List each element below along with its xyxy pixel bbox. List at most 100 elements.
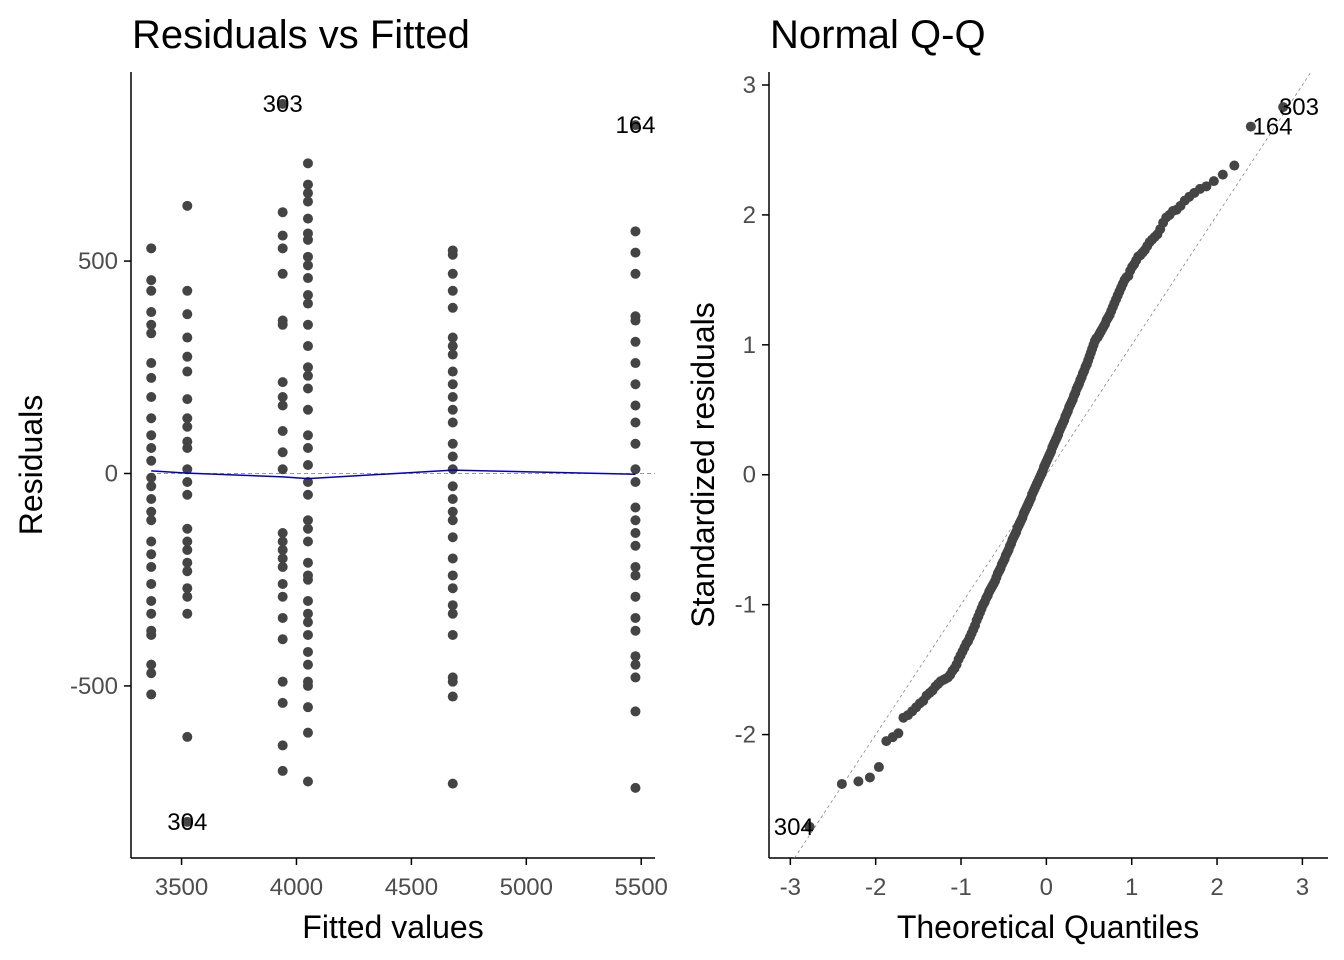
data-point <box>630 379 641 390</box>
data-point <box>182 366 193 377</box>
data-point <box>447 481 458 492</box>
data-point <box>277 426 288 437</box>
data-point <box>302 460 313 470</box>
data-point <box>182 523 193 534</box>
y-tick-label: -1 <box>735 592 756 619</box>
data-point <box>630 400 641 411</box>
data-point <box>277 447 288 458</box>
data-point <box>630 247 641 258</box>
x-tick-label: -3 <box>780 874 801 901</box>
data-point <box>277 207 288 218</box>
data-point <box>302 702 313 713</box>
qq-point <box>804 821 815 832</box>
data-point <box>302 595 313 606</box>
data-point <box>146 455 157 466</box>
data-point <box>447 302 458 313</box>
x-tick-label: 4000 <box>270 874 323 901</box>
y-tick-label: 0 <box>105 460 118 487</box>
data-point <box>146 443 157 454</box>
data-point <box>146 372 157 383</box>
data-point <box>146 595 157 606</box>
data-point <box>182 443 193 454</box>
data-point <box>277 676 288 687</box>
data-point <box>146 689 157 700</box>
data-point <box>302 158 313 169</box>
data-point <box>302 213 313 224</box>
outlier-label: 164 <box>615 112 655 139</box>
data-point <box>302 290 313 301</box>
data-point <box>630 438 641 449</box>
data-point <box>302 341 313 352</box>
data-point <box>146 536 157 547</box>
data-point <box>146 328 157 339</box>
data-point <box>302 443 313 454</box>
qq-point <box>893 728 904 739</box>
qq-point <box>864 772 875 783</box>
data-point <box>447 349 458 360</box>
outlier-label: 164 <box>1253 114 1293 141</box>
data-point <box>182 285 193 296</box>
data-point <box>146 515 157 526</box>
data-point <box>146 413 157 424</box>
data-point <box>630 417 641 428</box>
data-point <box>630 782 641 793</box>
data-point <box>302 617 313 628</box>
data-point <box>630 515 641 526</box>
data-point <box>447 532 458 543</box>
right-y-axis-label: Standardized residuals <box>685 302 721 628</box>
data-point <box>630 502 641 513</box>
data-point <box>447 553 458 564</box>
data-point <box>630 336 641 347</box>
data-point <box>146 668 157 679</box>
data-point <box>447 417 458 428</box>
data-point <box>277 243 288 254</box>
data-point <box>182 421 193 432</box>
data-point <box>630 120 641 131</box>
data-point <box>277 464 288 475</box>
data-point <box>302 776 313 787</box>
qq-point <box>1278 102 1289 113</box>
data-point <box>302 680 313 691</box>
data-point <box>182 413 193 424</box>
qq-point <box>836 778 847 789</box>
left-y-axis-label: Residuals <box>13 395 49 536</box>
data-point <box>447 691 458 702</box>
qq-point <box>873 762 884 773</box>
data-point <box>277 634 288 645</box>
x-tick-label: 4500 <box>385 874 438 901</box>
data-point <box>146 319 157 330</box>
data-point <box>302 608 313 619</box>
data-point <box>630 527 641 538</box>
data-point <box>447 392 458 403</box>
data-point <box>630 268 641 279</box>
data-point <box>302 260 313 271</box>
data-point <box>146 629 157 640</box>
qq-point <box>853 776 864 787</box>
y-tick-label: -500 <box>70 673 118 700</box>
data-point <box>630 659 641 670</box>
data-point <box>630 561 641 572</box>
data-point <box>182 489 193 500</box>
data-point <box>277 561 288 572</box>
data-point <box>447 629 458 640</box>
data-point <box>277 98 288 109</box>
data-point <box>302 234 313 245</box>
x-tick-label: -1 <box>950 874 971 901</box>
data-point <box>146 358 157 369</box>
y-tick-label: 0 <box>743 462 756 489</box>
data-point <box>146 285 157 296</box>
data-point <box>277 740 288 751</box>
qq-reference-line <box>794 71 1312 859</box>
data-point <box>447 285 458 296</box>
data-point <box>302 536 313 547</box>
data-point <box>277 377 288 388</box>
x-tick-label: 0 <box>1040 874 1053 901</box>
data-point <box>182 309 193 320</box>
data-point <box>146 430 157 441</box>
data-point <box>182 544 193 555</box>
data-point <box>447 404 458 415</box>
data-point <box>146 493 157 504</box>
data-point <box>302 188 313 199</box>
data-point <box>277 319 288 330</box>
